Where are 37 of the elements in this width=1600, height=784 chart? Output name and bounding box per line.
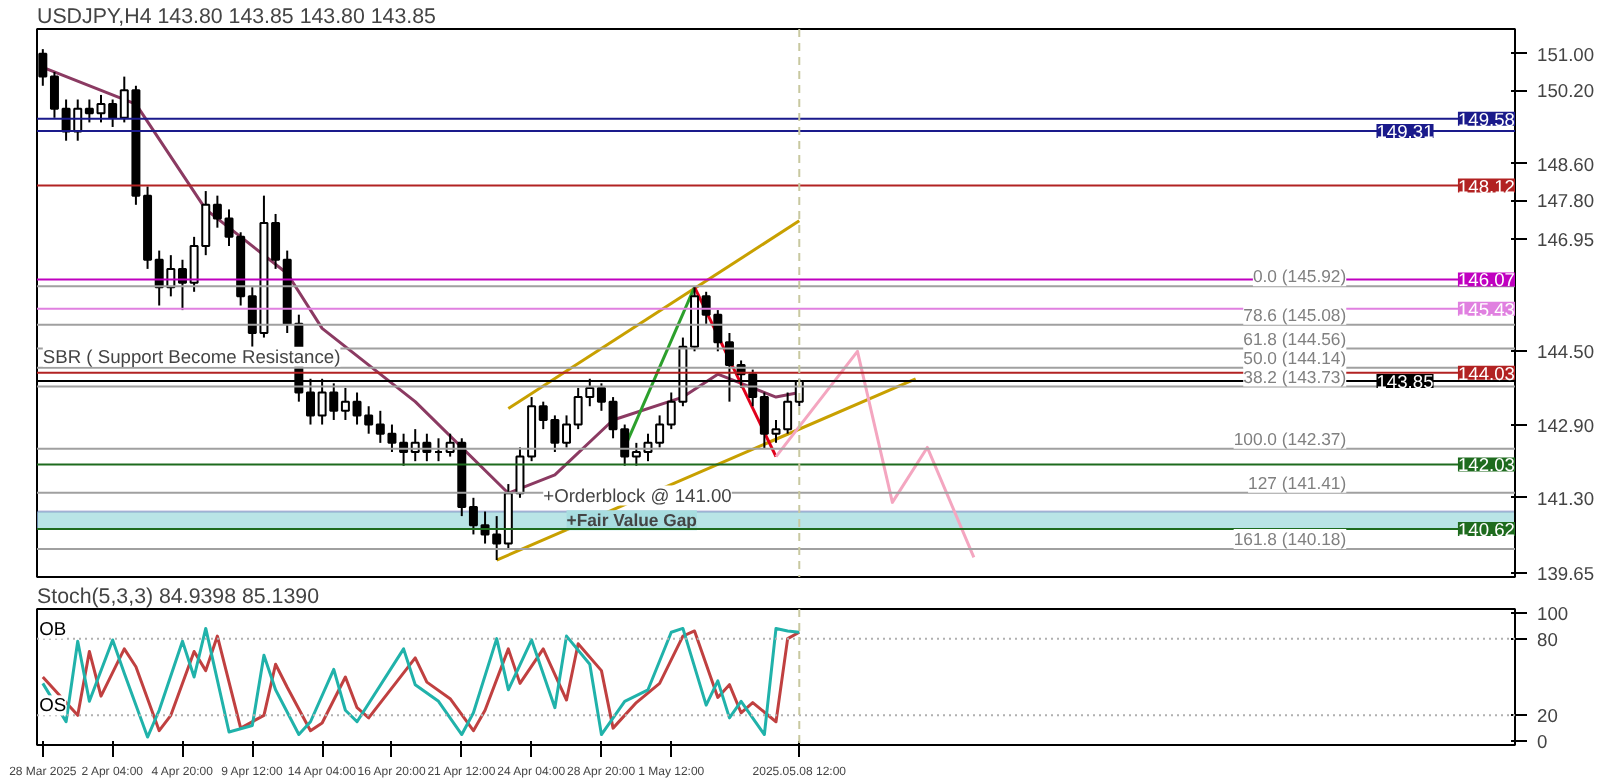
ref-line-label: 144.03 bbox=[1457, 363, 1515, 384]
y-tick-label: 150.20 bbox=[1537, 81, 1595, 102]
ref-line-label: 146.07 bbox=[1457, 270, 1515, 291]
ref-line-label: 148.12 bbox=[1457, 176, 1515, 197]
chart-title: USDJPY,H4 143.80 143.85 143.80 143.85 bbox=[37, 5, 437, 29]
y-tick-label: 20 bbox=[1537, 706, 1558, 727]
y-tick-label: 0 bbox=[1537, 731, 1548, 752]
ref-line-label: 142.03 bbox=[1457, 455, 1515, 476]
y-tick-label: 146.95 bbox=[1537, 230, 1595, 251]
ref-line-label: 145.43 bbox=[1457, 299, 1515, 320]
ref-line-label: 149.31 bbox=[1376, 122, 1434, 143]
annotation: +Orderblock @ 141.00 bbox=[543, 485, 732, 506]
annotation: SBR ( Support Become Resistance) bbox=[42, 346, 341, 367]
chart-title: Stoch(5,3,3) 84.9398 85.1390 bbox=[37, 585, 320, 609]
band-label: +Fair Value Gap bbox=[566, 510, 697, 531]
y-tick-label: 148.60 bbox=[1537, 154, 1595, 175]
ref-line-label: 161.8 (140.18) bbox=[1233, 529, 1347, 550]
y-tick-label: 144.50 bbox=[1537, 342, 1595, 363]
ref-line-label: 50.0 (144.14) bbox=[1243, 347, 1347, 368]
ref-line-label: 100.0 (142.37) bbox=[1233, 428, 1347, 449]
ref-line-label: 38.2 (143.73) bbox=[1243, 366, 1347, 387]
y-tick-label: 100 bbox=[1537, 604, 1569, 625]
y-tick-label: 151.00 bbox=[1537, 44, 1595, 65]
y-tick-label: 139.65 bbox=[1537, 564, 1595, 585]
ref-line-label: 61.8 (144.56) bbox=[1243, 328, 1347, 349]
ref-line-label: 0.0 (145.92) bbox=[1252, 266, 1347, 287]
y-tick-label: 147.80 bbox=[1537, 191, 1595, 212]
ref-line-label: 127 (141.41) bbox=[1248, 472, 1347, 493]
ref-line-label: 140.62 bbox=[1457, 519, 1515, 540]
y-tick-label: 141.30 bbox=[1537, 488, 1595, 509]
y-tick-label: 80 bbox=[1537, 629, 1558, 650]
ref-line-label: 143.85 bbox=[1376, 372, 1434, 393]
ref-line-label: 78.6 (145.08) bbox=[1243, 304, 1347, 325]
ref-line-label: OB bbox=[39, 618, 67, 639]
y-tick-label: 142.90 bbox=[1537, 415, 1595, 436]
ref-line-label: 149.58 bbox=[1457, 109, 1515, 130]
ref-line-label: OS bbox=[39, 695, 67, 716]
